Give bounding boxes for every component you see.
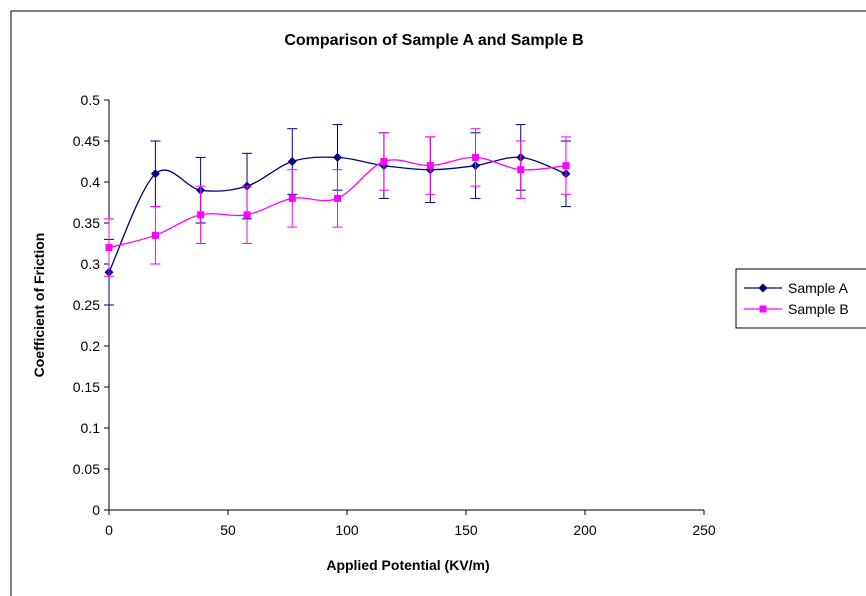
x-tick-label: 150	[454, 522, 478, 538]
data-point	[472, 153, 480, 161]
y-tick-label: 0.45	[73, 133, 100, 149]
data-point	[287, 157, 297, 166]
y-tick-label: 0.4	[81, 174, 101, 190]
legend-label: Sample B	[788, 301, 849, 317]
chart-frame	[10, 10, 866, 596]
legend-items: Sample A Sample B	[744, 280, 849, 317]
data-point	[426, 162, 434, 170]
legend-marker	[758, 283, 768, 293]
series-line	[108, 156, 567, 273]
x-tick-label: 100	[335, 522, 359, 538]
data-point	[197, 211, 205, 219]
y-tick-label: 0.25	[73, 297, 100, 313]
legend-label: Sample A	[788, 280, 849, 296]
series-layer	[104, 124, 571, 306]
data-point	[243, 211, 251, 219]
legend-box	[735, 268, 866, 329]
data-point	[562, 162, 570, 170]
y-tick-label: 0	[92, 502, 100, 518]
ticks-layer: 0 0.05 0.1 0.15 0.2 0.25 0.3 0.35 0.4 0.45 0.5 0 50 1…	[73, 92, 716, 538]
data-point	[332, 152, 342, 162]
data-point	[105, 244, 113, 252]
data-point	[333, 194, 341, 202]
data-point	[380, 158, 388, 165]
legend: Sample A Sample B	[735, 268, 866, 329]
data-point	[150, 169, 160, 179]
y-tick-label: 0.2	[81, 338, 101, 354]
data-point	[288, 194, 296, 202]
y-tick-label: 0.1	[81, 420, 101, 436]
x-tick-label: 200	[573, 522, 597, 538]
x-tick-label: 0	[105, 522, 113, 538]
x-tick-label: 50	[220, 522, 236, 538]
y-axis-title: Coefficient of Friction	[31, 233, 47, 378]
y-tick-label: 0.5	[81, 92, 101, 108]
x-axis-title: Applied Potential (KV/m)	[326, 557, 489, 573]
y-tick-label: 0.3	[81, 256, 101, 272]
data-point	[517, 166, 525, 174]
y-tick-label: 0.15	[73, 379, 100, 395]
legend-marker	[759, 305, 767, 313]
data-point	[151, 231, 159, 239]
y-tick-label: 0.05	[73, 461, 100, 477]
y-tick-label: 0.35	[73, 215, 100, 231]
chart-title: Comparison of Sample A and Sample B	[284, 32, 583, 49]
series-b	[104, 128, 571, 277]
x-tick-label: 250	[692, 522, 716, 538]
